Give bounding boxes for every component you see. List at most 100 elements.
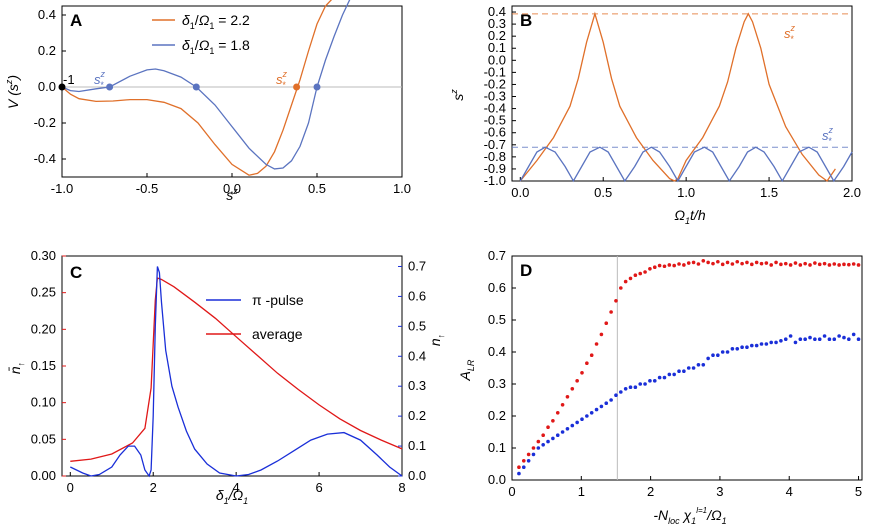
scatter-point-blue bbox=[764, 342, 769, 346]
panel-a-xtick-label: 0.0 bbox=[223, 181, 241, 196]
scatter-point-red bbox=[803, 261, 807, 266]
scatter-point-blue bbox=[638, 382, 643, 386]
panel-b-ytick-label: -0.2 bbox=[484, 76, 506, 91]
scatter-point-blue bbox=[720, 350, 725, 354]
scatter-point-red bbox=[599, 332, 604, 337]
panel-a-ytick-label: 0.4 bbox=[38, 7, 56, 22]
panel-b-ytick-label: 0.1 bbox=[488, 40, 506, 55]
scatter-point-red bbox=[531, 446, 536, 450]
scatter-point-red bbox=[725, 260, 730, 265]
panel-c-ytick-label: 0.25 bbox=[31, 285, 56, 300]
scatter-point-red bbox=[580, 371, 584, 375]
scatter-point-blue bbox=[832, 337, 837, 342]
panel-a-ticks: -1.0 -0.5 0.0 0.5 1.0 -0.4 -0.2 0.0 0.2 0.4 bbox=[34, 7, 411, 196]
panel-c-ytick-label: 0.30 bbox=[31, 248, 56, 263]
panel-a-xtick-label: -1.0 bbox=[51, 181, 73, 196]
scatter-point-blue bbox=[672, 372, 676, 377]
scatter-point-blue bbox=[643, 382, 647, 386]
panel-b-letter: B bbox=[520, 11, 532, 30]
panel-c-ytick-label: 0.0 bbox=[408, 468, 426, 483]
scatter-point-red bbox=[730, 262, 735, 266]
scatter-point-blue bbox=[716, 353, 720, 358]
scatter-point-blue bbox=[604, 401, 609, 406]
scatter-point-blue bbox=[803, 337, 807, 342]
panel-c-ytick-label: 0.6 bbox=[408, 288, 426, 303]
scatter-point-blue bbox=[541, 443, 545, 447]
annotation-sstar-blue-a: sz * bbox=[94, 69, 106, 90]
panel-a-xtick-label: -0.5 bbox=[136, 181, 158, 196]
scatter-point-red bbox=[783, 261, 788, 266]
scatter-point-blue bbox=[817, 337, 822, 342]
panel-c-letter: C bbox=[70, 263, 82, 282]
scatter-point-red bbox=[754, 260, 759, 265]
panel-a-xlabel: sz bbox=[226, 186, 238, 203]
scatter-point-red bbox=[638, 271, 643, 276]
scatter-point-red bbox=[570, 387, 575, 391]
scatter-point-blue bbox=[754, 343, 759, 348]
panel-d-frame bbox=[511, 255, 863, 481]
scatter-point-blue bbox=[599, 404, 604, 409]
scatter-point-blue bbox=[555, 433, 560, 438]
scatter-point-red bbox=[551, 419, 555, 423]
panel-b-ytick-label: -0.9 bbox=[484, 161, 506, 176]
scatter-point-blue bbox=[759, 342, 764, 346]
scatter-point-red bbox=[745, 260, 749, 265]
scatter-point-red bbox=[817, 262, 822, 267]
scatter-point-red bbox=[774, 260, 778, 265]
scatter-point-blue bbox=[798, 337, 803, 342]
panel-c-ytick-label: 0.2 bbox=[408, 408, 426, 423]
scatter-point-blue bbox=[842, 335, 846, 340]
panel-b-frame bbox=[511, 5, 853, 182]
scatter-point-red bbox=[604, 321, 609, 326]
scatter-point-blue bbox=[813, 337, 817, 342]
panel-b-ylabel: sz bbox=[449, 89, 466, 101]
scatter-point-blue bbox=[788, 334, 793, 338]
scatter-point-red bbox=[643, 270, 647, 274]
annotation-sstar-blue-b: sz * bbox=[822, 125, 834, 146]
point-minus-one bbox=[58, 83, 66, 91]
panel-d-ytick-label: 0.6 bbox=[488, 280, 506, 295]
scatter-point-blue bbox=[706, 356, 710, 361]
curve-orange bbox=[61, 0, 333, 176]
scatter-point-blue bbox=[711, 353, 715, 358]
panel-b-xtick-label: 2.0 bbox=[843, 185, 861, 200]
panel-b-ytick-label: -0.1 bbox=[484, 64, 506, 79]
panel-d-xtick-label: 4 bbox=[786, 484, 793, 499]
scatter-point-blue bbox=[648, 379, 652, 383]
panel-d-xtick-label: 1 bbox=[578, 484, 585, 499]
panel-a-letter: A bbox=[70, 11, 82, 30]
scatter-point-blue bbox=[696, 363, 701, 367]
panel-b-xtick-label: 1.5 bbox=[760, 185, 778, 200]
scatter-point-blue bbox=[614, 393, 618, 398]
scatter-point-blue bbox=[565, 427, 570, 431]
scatter-point-red bbox=[764, 261, 769, 265]
annotation-sstar-orange-a: sz * bbox=[276, 69, 288, 90]
scatter-point-red bbox=[667, 263, 672, 267]
panel-b-xtick-label: 0.0 bbox=[511, 185, 529, 200]
panel-b-ytick-label: -0.5 bbox=[484, 113, 506, 128]
panel-c-xlabel: δ1/Ω1 bbox=[216, 487, 248, 506]
point-blue bbox=[313, 83, 321, 91]
panel-b-ytick-label: 0.2 bbox=[488, 28, 506, 43]
panel-b-ytick-label: 0.3 bbox=[488, 16, 506, 31]
scatter-point-blue bbox=[521, 465, 526, 470]
panel-c-ytick-label: 0.1 bbox=[408, 438, 426, 453]
scatter-point-red bbox=[842, 262, 846, 267]
panel-a-ytick-label: -0.4 bbox=[34, 151, 56, 166]
scatter-point-red bbox=[740, 261, 744, 266]
panel-b-ticks: 0.0 0.5 1.0 1.5 2.0-1.0-0.9-0.8-0.7-0.6-0.5-… bbox=[484, 4, 861, 200]
panel-d-ytick-label: 0.3 bbox=[488, 376, 506, 391]
scatter-point-blue bbox=[827, 337, 832, 342]
panel-a-ytick-label: 0.2 bbox=[38, 43, 56, 58]
scatter-point-blue bbox=[808, 335, 812, 340]
scatter-point-blue bbox=[740, 345, 744, 350]
point-blue bbox=[192, 83, 200, 91]
scatter-point-blue bbox=[517, 471, 521, 476]
panel-d-ylabel: ALR bbox=[457, 359, 476, 381]
scatter-point-blue bbox=[783, 337, 788, 342]
scatter-point-red bbox=[594, 342, 599, 346]
scatter-point-red bbox=[686, 261, 691, 265]
scatter-point-red bbox=[822, 261, 827, 266]
scatter-point-blue bbox=[725, 350, 730, 354]
panel-c-ytick-label: 0.05 bbox=[31, 431, 56, 446]
